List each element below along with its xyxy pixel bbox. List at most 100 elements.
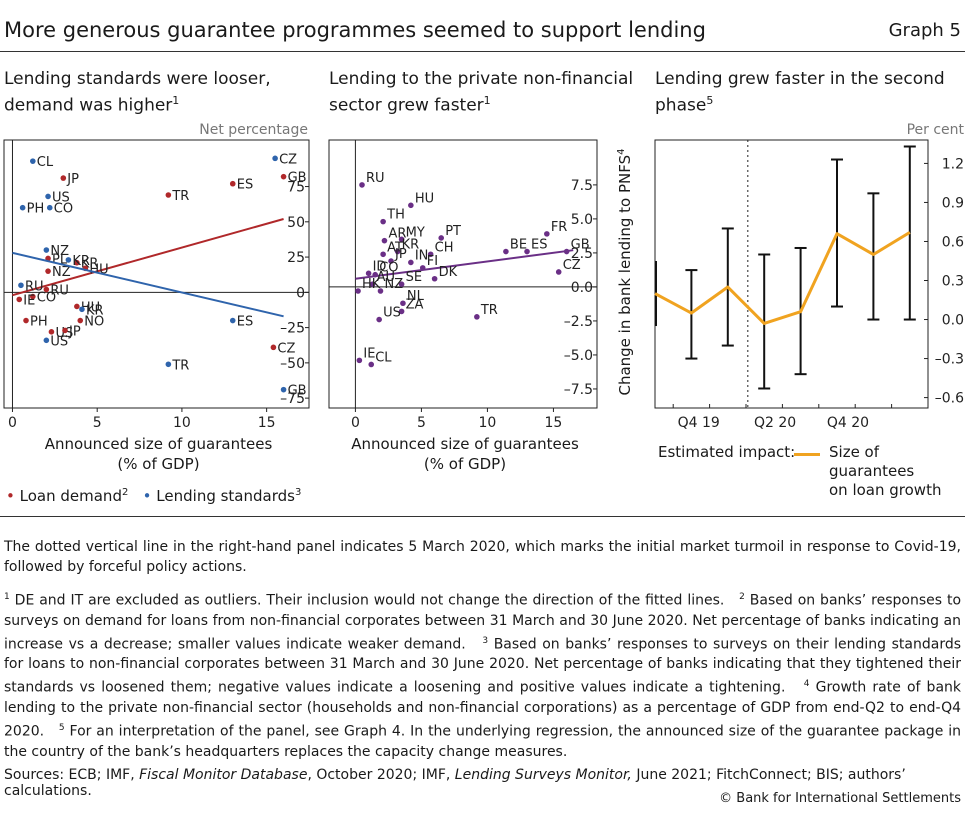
point-label: KR (86, 303, 104, 318)
point-purple-es (524, 248, 530, 255)
point-label: AR (388, 227, 406, 242)
left-y-tick-label: 0 (296, 285, 305, 301)
point-red-nz (45, 268, 51, 274)
left-x-tick-label: 10 (173, 415, 191, 431)
mid-x-tick-label: 0 (351, 415, 360, 431)
right-title-line2: phase (655, 95, 707, 116)
point-label: AT (387, 240, 403, 255)
point-red-no (77, 317, 84, 324)
sources-fmd: Fiscal Monitor Database (139, 767, 308, 783)
point-label: HU (81, 300, 100, 315)
point-purple-nz (377, 288, 384, 294)
point-blue-cz (272, 155, 278, 162)
size-guarantees-line2: on loan growth (829, 481, 942, 499)
left-x-tick-label: 0 (8, 415, 17, 431)
footnote-5: For an interpretation of the panel, see … (4, 723, 961, 760)
point-blue-co (46, 204, 53, 211)
point-label: FI (427, 254, 438, 269)
impact-line (654, 231, 911, 325)
point-label: CO (54, 202, 73, 217)
point-purple-at (380, 251, 386, 258)
point-label: US (383, 306, 401, 321)
point-blue-ru (18, 282, 24, 289)
point-label: ZA (406, 297, 424, 312)
left-y-tick-label: 75 (287, 180, 305, 196)
point-label: FR (551, 220, 568, 235)
point-red-kr (74, 259, 80, 266)
point-purple-gb (563, 248, 570, 255)
graph-number: Graph 5 (888, 20, 961, 41)
footnote-2: Based on banks’ responses to surveys on … (4, 592, 962, 653)
right-panel-title: Lending grew faster in the second phase5 (655, 68, 945, 117)
left-y-tick-label: –50 (280, 356, 305, 372)
top-rule (0, 51, 965, 52)
point-label: RU (366, 171, 385, 186)
right-y-tick-label: 0.6 (942, 234, 964, 250)
point-purple-hk (355, 288, 361, 294)
point-purple-my (398, 236, 405, 243)
point-label: NZ (50, 244, 69, 259)
point-label: JP (68, 324, 81, 339)
right-y-tick-label: 0.3 (942, 274, 964, 290)
point-label: PH (27, 202, 45, 217)
point-blue-gb (280, 386, 287, 393)
point-purple-us (376, 316, 382, 323)
mid-title-footnote: 1 (483, 94, 491, 107)
point-blue-ph (19, 204, 26, 211)
point-red-jp (62, 327, 68, 334)
sources-mid: , October 2020; IMF, (307, 767, 455, 783)
point-purple-nl (400, 300, 406, 307)
bottom-rule (0, 516, 965, 517)
point-purple-fi (419, 265, 426, 271)
point-purple-tr (474, 314, 480, 320)
estimated-impact-label: Estimated impact: (658, 443, 796, 461)
point-purple-ru (359, 182, 365, 188)
point-label: GB (571, 238, 590, 253)
point-red-ru (43, 286, 50, 293)
point-label: SE (406, 270, 422, 285)
lending-standards-marker: • (142, 487, 152, 505)
point-label: CZ (279, 152, 297, 167)
right-plot-frame (654, 139, 929, 409)
mid-y-tick-label: –2.5 (564, 314, 593, 330)
point-red-hu (74, 303, 80, 310)
loan-demand-footnote: 2 (121, 487, 129, 498)
left-plot-frame (3, 139, 310, 409)
point-label: IE (23, 293, 35, 308)
point-label: NL (407, 289, 425, 304)
point-label: NZ (384, 277, 403, 292)
mid-y-tick-label: 0.0 (571, 280, 593, 296)
point-purple-be (503, 248, 509, 255)
point-blue-tr (165, 361, 172, 368)
legend-left: • Loan demand2 • Lending standards3 (6, 487, 301, 505)
point-label: TR (480, 303, 498, 318)
point-label: US (50, 334, 68, 349)
lending-standards-footnote: 3 (294, 487, 302, 498)
point-label: ES (237, 178, 253, 193)
point-purple-dk (431, 275, 438, 282)
point-purple-se (398, 281, 405, 288)
point-purple-hu (408, 202, 414, 209)
point-purple-cl (368, 361, 375, 368)
right-x-tick-label: Q2 20 (754, 415, 796, 431)
fit-line-red (12, 218, 284, 297)
point-blue-nz (43, 247, 50, 253)
mid-y-tick-label: 5.0 (571, 212, 593, 228)
point-label: KR (72, 254, 90, 269)
sources-prefix: Sources: ECB; IMF, (4, 767, 140, 783)
point-blue-es (229, 317, 236, 324)
mid-y-tick-label: –7.5 (564, 382, 593, 398)
point-label: CH (435, 240, 454, 255)
right-title-line1: Lending grew faster in the second (655, 69, 945, 89)
right-y-tick-label: –0.3 (935, 352, 964, 368)
mid-fit-line (355, 249, 574, 280)
mid-x-label-line1: Announced size of guarantees (351, 435, 579, 453)
point-purple-ar (381, 237, 388, 244)
sources-lsm: Lending Surveys Monitor, (454, 767, 632, 783)
footnote-1: DE and IT are excluded as outliers. Thei… (14, 592, 725, 609)
left-y-tick-label: 25 (287, 250, 305, 266)
left-unit-label: Net percentage (199, 122, 308, 138)
mid-y-label-footnote: 4 (616, 148, 627, 154)
right-x-tick-label: Q4 20 (827, 415, 869, 431)
